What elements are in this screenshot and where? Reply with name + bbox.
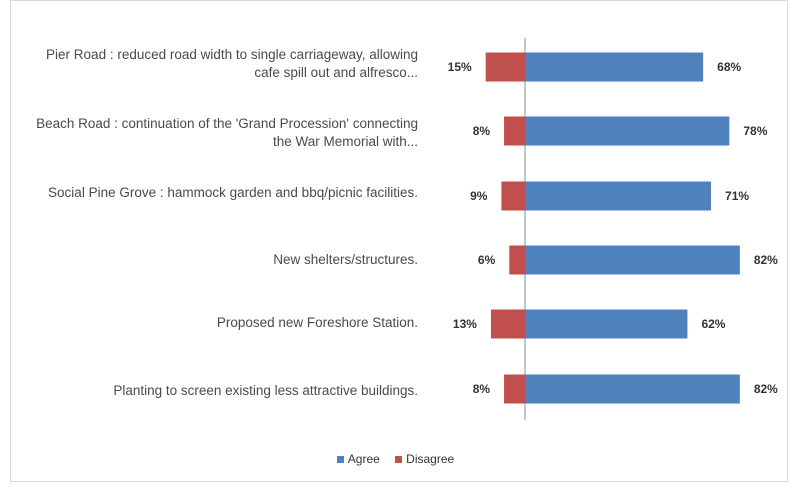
bar-agree	[525, 374, 740, 404]
bar-disagree	[490, 309, 525, 339]
legend-swatch-agree	[336, 456, 344, 464]
category-label: Beach Road : continuation of the 'Grand …	[36, 116, 418, 149]
bar-agree	[525, 181, 712, 211]
legend-label-disagree: Disagree	[406, 452, 455, 466]
legend-item-agree: Agree	[336, 452, 380, 466]
data-label-agree: 82%	[754, 253, 778, 267]
bar-disagree	[504, 374, 525, 404]
bar-agree	[525, 245, 740, 275]
data-label-disagree: 15%	[448, 60, 472, 74]
bar-disagree	[509, 245, 525, 275]
data-label-disagree: 8%	[473, 124, 491, 138]
bar-agree	[525, 116, 730, 146]
data-label-disagree: 6%	[478, 253, 496, 267]
data-label-agree: 82%	[754, 382, 778, 396]
bar-agree	[525, 52, 704, 82]
bar-disagree	[501, 181, 525, 211]
legend-swatch-disagree	[395, 456, 403, 464]
data-label-agree: 71%	[725, 189, 749, 203]
category-label: Social Pine Grove : hammock garden and b…	[48, 185, 418, 200]
legend: Agree Disagree	[0, 452, 791, 466]
bar-disagree	[485, 52, 525, 82]
bar-agree	[525, 309, 688, 339]
data-label-disagree: 8%	[473, 382, 491, 396]
category-label: New shelters/structures.	[273, 252, 418, 267]
bar-disagree	[504, 116, 525, 146]
category-label: Proposed new Foreshore Station.	[216, 315, 418, 330]
data-label-agree: 62%	[701, 317, 725, 331]
category-label: Planting to screen existing less attract…	[113, 383, 418, 398]
legend-item-disagree: Disagree	[395, 452, 454, 466]
legend-label-agree: Agree	[347, 452, 380, 466]
data-label-disagree: 9%	[470, 189, 488, 203]
data-label-agree: 78%	[743, 124, 767, 138]
data-label-disagree: 13%	[453, 317, 477, 331]
category-label: Pier Road : reduced road width to single…	[46, 47, 418, 80]
data-label-agree: 68%	[717, 60, 741, 74]
